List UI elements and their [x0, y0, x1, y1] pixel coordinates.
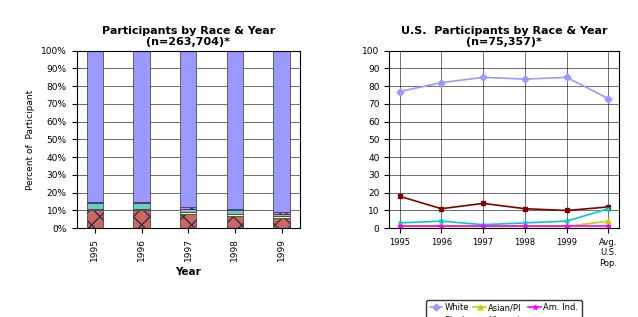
Hispanic [479, 223, 487, 227]
Black [438, 207, 445, 210]
Bar [273, 216, 290, 217]
White [521, 77, 529, 81]
White [396, 90, 403, 94]
Bar [226, 216, 243, 228]
Y-axis label: Percent of  Participant: Percent of Participant [26, 89, 35, 190]
Am. Ind. [479, 224, 487, 228]
Black [396, 194, 403, 198]
Bar [133, 202, 150, 204]
Hispanic [605, 207, 612, 210]
Bar [273, 212, 290, 214]
Black [479, 202, 487, 205]
Bar [273, 217, 290, 228]
Asian/PI [396, 224, 403, 228]
Am. Ind. [396, 224, 403, 228]
Bar [133, 51, 150, 202]
Bar [273, 51, 290, 212]
Black [521, 207, 529, 210]
Am. Ind. [563, 224, 570, 228]
Line: Asian/PI: Asian/PI [397, 219, 611, 229]
Bar [226, 51, 243, 209]
Hispanic [521, 221, 529, 225]
Black [563, 209, 570, 212]
Legend: White, Black, Asian/PI, Hispanic, Am. Ind.: White, Black, Asian/PI, Hispanic, Am. In… [426, 300, 582, 317]
Line: White: White [397, 75, 611, 101]
Line: Black: Black [397, 194, 611, 213]
Bar [180, 51, 197, 207]
Am. Ind. [438, 224, 445, 228]
Bar [180, 214, 197, 228]
Bar [226, 214, 243, 216]
Asian/PI [563, 224, 570, 228]
Bar [87, 204, 103, 209]
Bar [273, 214, 290, 216]
White [438, 81, 445, 85]
Bar [133, 204, 150, 209]
Bar [87, 202, 103, 204]
Am. Ind. [605, 224, 612, 228]
White [563, 75, 570, 79]
Hispanic [396, 221, 403, 225]
Asian/PI [479, 224, 487, 228]
Line: Hispanic: Hispanic [397, 206, 611, 227]
Line: Am. Ind.: Am. Ind. [397, 224, 611, 229]
X-axis label: Year: Year [175, 267, 201, 276]
Asian/PI [521, 224, 529, 228]
Asian/PI [605, 219, 612, 223]
White [479, 75, 487, 79]
Am. Ind. [521, 224, 529, 228]
Hispanic [563, 219, 570, 223]
Bar [133, 210, 150, 228]
Black [605, 205, 612, 209]
Bar [180, 207, 197, 209]
Bar [133, 209, 150, 210]
Title: U.S.  Participants by Race & Year
(n=75,357)*: U.S. Participants by Race & Year (n=75,3… [401, 26, 607, 47]
Hispanic [438, 219, 445, 223]
Bar [180, 209, 197, 212]
Asian/PI [438, 224, 445, 228]
Bar [87, 51, 103, 202]
Title: Participants by Race & Year
(n=263,704)*: Participants by Race & Year (n=263,704)* [101, 26, 275, 47]
Bar [87, 210, 103, 228]
Bar [226, 210, 243, 214]
Bar [226, 209, 243, 210]
Bar [87, 209, 103, 210]
White [605, 97, 612, 100]
Bar [180, 212, 197, 214]
